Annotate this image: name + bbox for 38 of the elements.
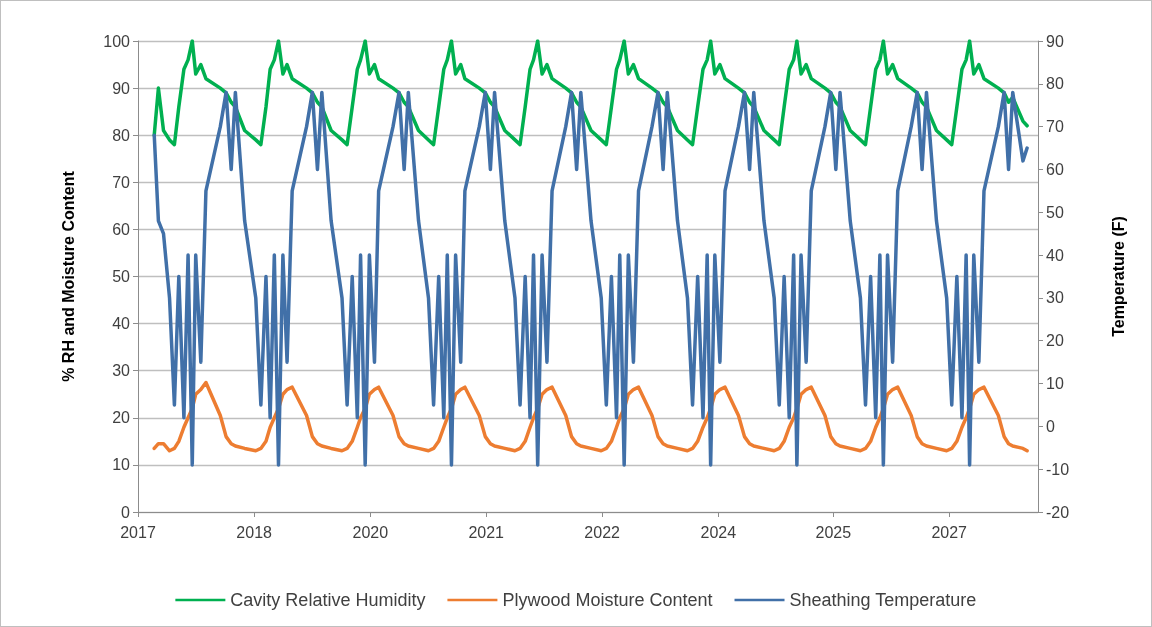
x-tick-label: 2022 — [584, 523, 621, 541]
x-tick-label: 2024 — [700, 523, 737, 541]
legend-label: Sheathing Temperature — [789, 590, 977, 610]
x-tick-label: 2017 — [120, 523, 156, 541]
line-series — [152, 90, 1029, 467]
y2-tick-label: 50 — [1046, 203, 1064, 221]
y2-tick-label: 10 — [1046, 375, 1064, 393]
y-axis-title: % RH and Moisture Content — [59, 170, 77, 382]
x-tick-label: 2027 — [931, 523, 968, 541]
y2-tick-label: 80 — [1046, 75, 1064, 93]
legend-label: Cavity Relative Humidity — [230, 590, 426, 610]
y2-tick-label: 30 — [1046, 289, 1064, 307]
x-tick-label: 2018 — [236, 523, 273, 541]
y2-tick-label: 20 — [1046, 332, 1064, 350]
legend-label: Plywood Moisture Content — [502, 590, 713, 610]
y-tick-label: 80 — [112, 126, 131, 144]
y-tick-label: 90 — [112, 79, 131, 97]
y2-tick-label: -20 — [1046, 503, 1070, 521]
y-tick-label: 10 — [112, 456, 131, 474]
y-tick-label: 0 — [121, 503, 131, 521]
y-tick-label: 50 — [112, 268, 131, 285]
y2-tick-label: 60 — [1046, 160, 1064, 178]
y-tick-label: 30 — [112, 362, 131, 380]
y2-tick-label: 40 — [1046, 246, 1064, 264]
x-tick-label: 2021 — [468, 523, 505, 541]
y-tick-label: 40 — [112, 315, 131, 333]
y2-tick-label: -10 — [1046, 460, 1070, 478]
y2-axis-title: Temperature (F) — [1109, 216, 1127, 337]
y2-tick-label: 0 — [1046, 417, 1055, 435]
y-tick-label: 60 — [112, 220, 131, 238]
y-tick-label: 20 — [112, 409, 131, 427]
y-tick-label: 70 — [112, 173, 131, 191]
y-tick-label: 100 — [103, 32, 131, 50]
x-tick-label: 2020 — [352, 523, 389, 541]
y2-tick-label: 70 — [1046, 118, 1064, 136]
line-series — [152, 39, 1029, 147]
y2-tick-label: 90 — [1046, 32, 1064, 50]
x-tick-label: 2025 — [815, 523, 852, 541]
